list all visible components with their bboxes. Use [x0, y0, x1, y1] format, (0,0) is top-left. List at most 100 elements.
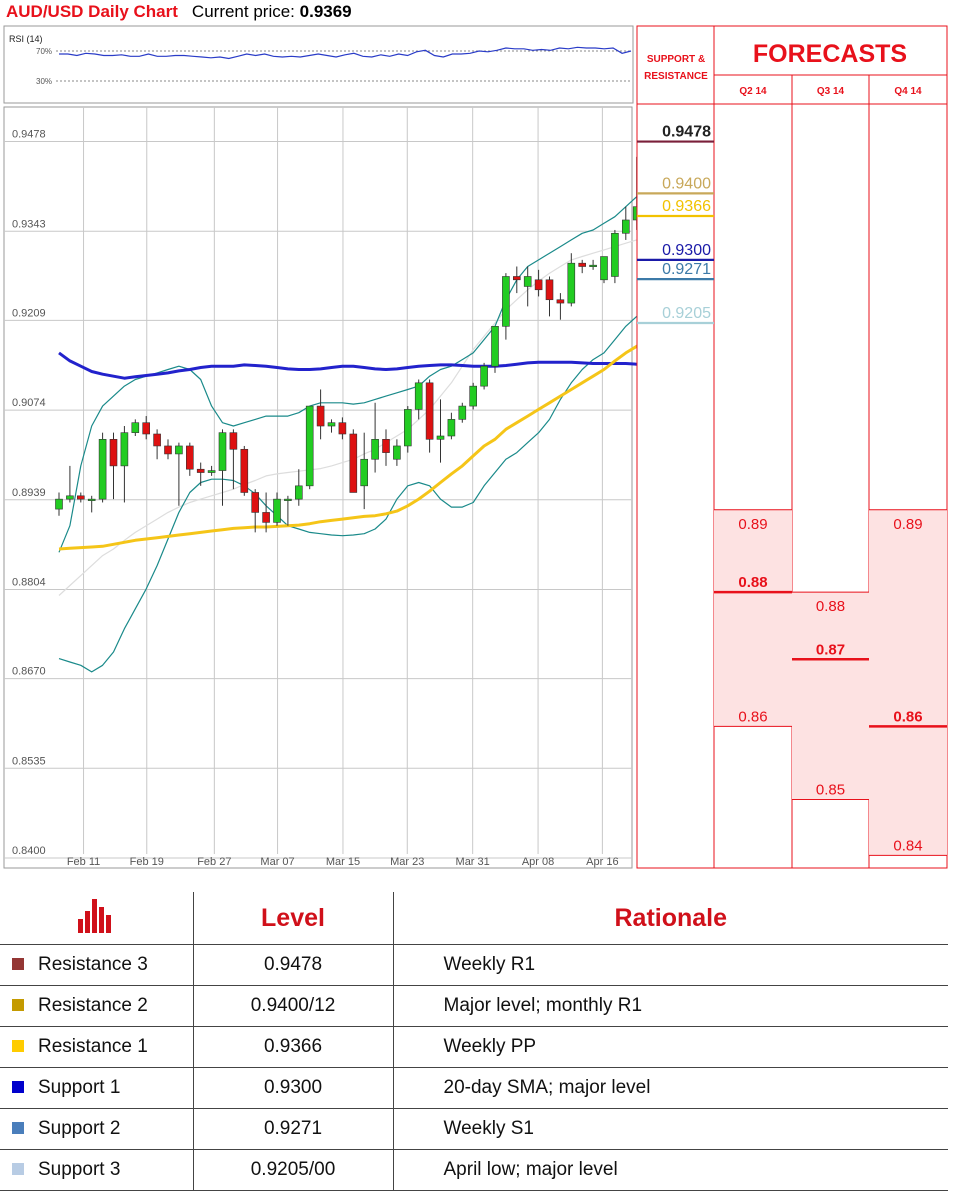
- level-color-swatch: [12, 998, 24, 1011]
- current-price: 0.9369: [299, 2, 352, 21]
- level-value: 0.9271: [193, 1108, 394, 1150]
- candle-body: [502, 276, 510, 327]
- forecast-column-label: Q2 14: [739, 86, 767, 97]
- candle-body: [600, 256, 608, 281]
- forecast-low-label: 0.85: [816, 782, 845, 799]
- forecasts-title: FORECASTS: [753, 40, 907, 68]
- level-rationale: Weekly S1: [393, 1108, 948, 1150]
- x-tick-label: Mar 15: [326, 856, 360, 868]
- candlestick: [251, 489, 259, 533]
- candle-body: [284, 498, 292, 501]
- candlestick: [142, 416, 150, 440]
- candlestick: [567, 253, 576, 307]
- levels-table: Level Rationale Resistance 3 0.9478 Weekly…: [0, 892, 948, 1191]
- blue-moving-average: [58, 351, 703, 380]
- candle-body: [589, 264, 597, 267]
- rsi-panel-frame: [3, 25, 634, 104]
- candlestick: [403, 406, 412, 453]
- level-name-cell: Resistance 1: [0, 1026, 194, 1068]
- y-tick-label: 0.8400: [12, 845, 46, 857]
- candlestick: [273, 492, 281, 526]
- candle-body: [393, 445, 401, 460]
- forecast-median-label: 0.87: [816, 641, 845, 658]
- candle-body: [578, 262, 587, 267]
- table-row: Support 2 0.9271 Weekly S1: [0, 1108, 948, 1150]
- candlestick: [523, 266, 532, 307]
- candlestick: [175, 442, 183, 506]
- candle-body: [98, 439, 107, 500]
- level-name-cell: Resistance 2: [0, 985, 194, 1027]
- candlestick: [98, 432, 107, 503]
- candle-body: [273, 498, 281, 523]
- candlestick: [447, 412, 456, 440]
- forecast-median-label: 0.86: [893, 708, 922, 725]
- level-name-cell: Support 1: [0, 1067, 194, 1109]
- rsi-line: [59, 46, 632, 60]
- rsi-70-label: 70%: [36, 47, 52, 56]
- sr-header-line2: RESISTANCE: [644, 71, 708, 82]
- forecast-high-label: 0.89: [893, 516, 922, 533]
- candle-body: [229, 432, 238, 450]
- candlestick: [414, 379, 423, 420]
- candlestick: [589, 259, 597, 270]
- table-row: Resistance 3 0.9478 Weekly R1: [0, 944, 948, 986]
- candlestick: [578, 259, 587, 274]
- x-tick-label: Mar 07: [260, 856, 294, 868]
- candlestick: [186, 442, 194, 476]
- candlestick: [436, 399, 445, 463]
- forecast-column-label: Q4 14: [894, 86, 922, 97]
- level-value: 0.9400/12: [193, 985, 394, 1027]
- levels-table-header: Level Rationale: [0, 892, 948, 945]
- candle-body: [240, 448, 249, 493]
- x-tick-label: Mar 31: [456, 856, 490, 868]
- forecast-range-box: [869, 509, 947, 856]
- candle-body: [87, 498, 96, 501]
- candle-body: [425, 382, 434, 440]
- candle-body: [327, 422, 336, 427]
- level-name-cell: Resistance 3: [0, 944, 194, 986]
- candlestick: [305, 405, 314, 490]
- candlestick: [196, 462, 205, 486]
- candlestick: [393, 439, 401, 466]
- candlestick: [240, 445, 249, 496]
- candlestick: [545, 276, 554, 317]
- x-tick-label: Apr 16: [586, 856, 618, 868]
- forecast-high-label: 0.89: [738, 516, 767, 533]
- candle-body: [523, 276, 532, 287]
- bar-chart-icon-graphic: [78, 899, 112, 933]
- candle-body: [556, 299, 565, 304]
- candlestick: [621, 206, 630, 240]
- candle-body: [175, 445, 183, 455]
- level-color-swatch: [12, 957, 24, 970]
- x-tick-label: Mar 23: [390, 856, 424, 868]
- candle-body: [512, 276, 521, 281]
- level-rationale: Weekly PP: [393, 1026, 948, 1068]
- level-color-swatch: [12, 1080, 24, 1093]
- price-label: Current price:: [191, 2, 295, 21]
- candle-body: [251, 492, 259, 513]
- candle-body: [458, 405, 467, 420]
- candle-body: [611, 232, 619, 277]
- table-row: Support 1 0.9300 20-day SMA; major level: [0, 1067, 948, 1109]
- bollinger-upper-band: [58, 180, 703, 553]
- level-name: Support 1: [38, 1077, 121, 1098]
- candle-body: [360, 458, 369, 487]
- candle-body: [621, 219, 630, 234]
- candle-body: [262, 512, 270, 523]
- price-chart: 0.9478 0.9343 0.9209 0.9074 0.8939 0.8804 0.86…: [3, 25, 948, 869]
- candle-body: [447, 419, 456, 437]
- candle-body: [153, 433, 161, 447]
- candlestick: [77, 492, 85, 503]
- candlestick: [284, 495, 292, 526]
- candlestick: [87, 495, 96, 513]
- level-name: Resistance 2: [38, 995, 148, 1016]
- forecast-range-box: [714, 509, 792, 727]
- candlestick: [371, 402, 379, 473]
- candlestick: [425, 379, 434, 453]
- gray-moving-average: [58, 229, 681, 596]
- candle-body: [66, 495, 74, 500]
- forecast-column-label: Q3 14: [817, 86, 845, 97]
- candlestick: [349, 429, 358, 493]
- level-name: Resistance 3: [38, 954, 148, 975]
